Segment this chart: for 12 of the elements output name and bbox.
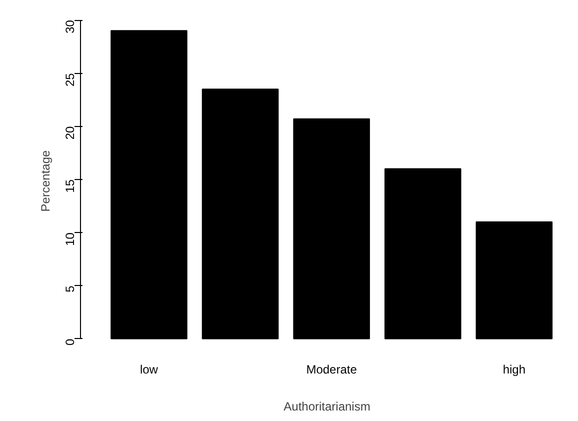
x-tick-label: high <box>502 362 526 376</box>
y-axis-title: Percentage <box>38 150 52 212</box>
x-tick-label: low <box>140 362 158 376</box>
y-tick-label: 15 <box>63 179 77 193</box>
y-tick-label: 10 <box>63 232 77 246</box>
x-axis-title: Authoritarianism <box>284 400 370 414</box>
y-tick-label: 5 <box>63 285 77 292</box>
x-tick-label: Moderate <box>306 362 358 376</box>
y-tick-label: 20 <box>63 126 77 140</box>
y-tick-label: 30 <box>63 20 77 34</box>
y-tick-label: 0 <box>63 338 77 346</box>
y-tick-label: 25 <box>63 72 77 87</box>
